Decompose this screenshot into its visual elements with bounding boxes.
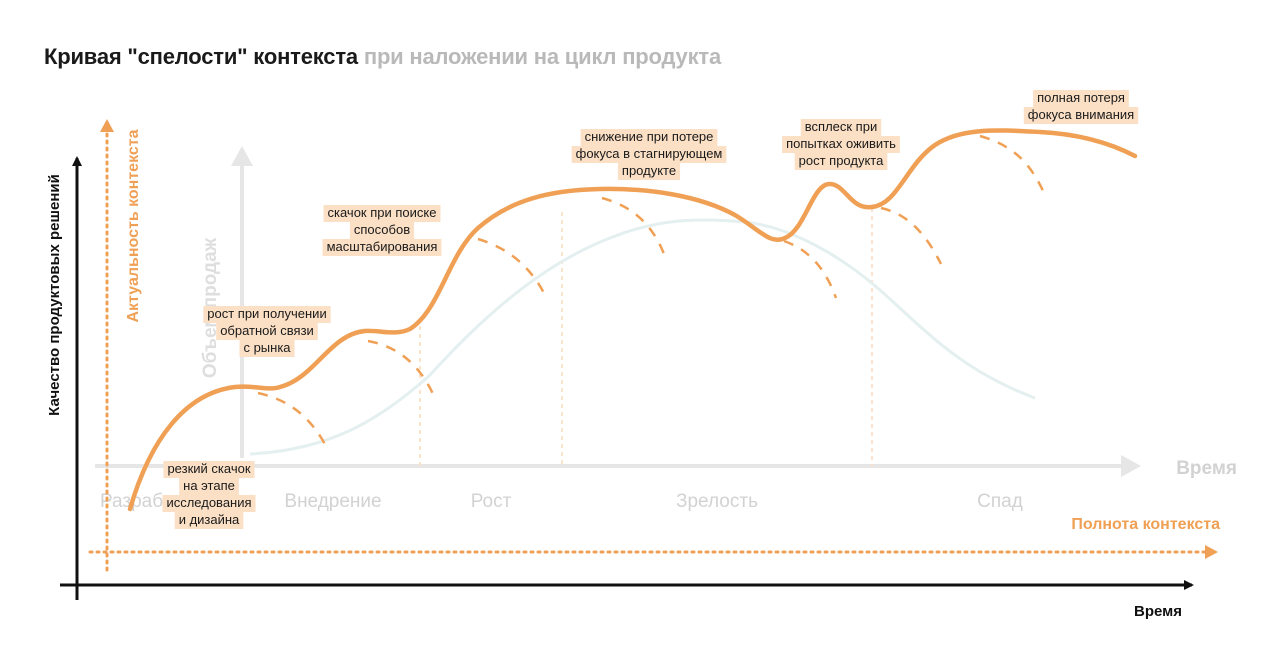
callout-line: всплеск при (805, 119, 877, 134)
main-axes (60, 156, 1194, 600)
context-completeness-label: Полнота контекста (1071, 516, 1220, 533)
curve-callouts: резкий скачок на этапе исследования и дизай… (162, 90, 1139, 529)
callout-line: попытках оживить (786, 136, 896, 151)
callout-line: фокуса в стагнирующем (576, 146, 723, 161)
context-relevance-label: Актуальность контекста (125, 129, 142, 322)
decay-branch (601, 196, 666, 255)
callout-line: резкий скачок (167, 461, 250, 476)
callout-line: рост при получении (207, 306, 326, 321)
lifecycle-time-label: Время (1176, 458, 1237, 479)
callout-line: скачок при поиске (328, 205, 437, 220)
callout-highlight (163, 461, 255, 478)
callout-highlight (174, 512, 244, 529)
callout-revive: всплеск при попытках оживить рост продукта (782, 119, 900, 170)
callout-line: на этапе (183, 478, 235, 493)
callout-highlight (794, 153, 888, 170)
callout-stagnation: снижение при потере фокуса в стагнирующем… (571, 129, 727, 180)
phase-separators (419, 208, 873, 466)
callout-highlight (571, 146, 727, 163)
decay-branch (477, 237, 547, 296)
decay-branch (880, 206, 943, 265)
callout-highlight (216, 323, 318, 340)
callout-line: масштабирования (327, 239, 438, 254)
callout-highlight (782, 136, 900, 153)
callout-line: рост продукта (799, 153, 884, 168)
callout-line: снижение при потере (585, 129, 714, 144)
callout-highlight (349, 222, 415, 239)
callout-highlight (1023, 107, 1139, 124)
callout-line: исследования (166, 495, 251, 510)
decay-branches (257, 134, 1046, 451)
phase-growth: Рост (471, 491, 512, 512)
decay-branch (979, 134, 1046, 194)
callout-line: продукте (622, 163, 676, 178)
product-lifecycle-axes (95, 146, 1141, 477)
callout-highlight (800, 119, 882, 136)
callout-line: полная потеря (1037, 90, 1125, 105)
callout-highlight (617, 163, 681, 180)
context-maturity-curve (127, 128, 1138, 512)
callout-highlight (322, 239, 442, 256)
callout-highlight (1033, 90, 1129, 107)
phase-introduction: Внедрение (284, 491, 381, 512)
phase-maturity: Зрелость (676, 491, 758, 512)
sales-volume-curve (249, 218, 1036, 456)
callout-feedback: рост при получении обратной связи с рынка (203, 306, 331, 357)
phase-decline: Спад (977, 491, 1023, 512)
decay-branch (783, 239, 838, 299)
callout-line: и дизайна (179, 512, 240, 527)
title-secondary: при наложении на цикл продукта (363, 44, 721, 69)
page-title: Кривая "спелости" контекста при наложени… (44, 44, 721, 70)
callout-research: резкий скачок на этапе исследования и дизай… (162, 461, 256, 529)
context-axes (88, 119, 1218, 572)
callout-highlight (162, 495, 256, 512)
decision-quality-label: Качество продуктовых решений (46, 174, 63, 416)
time-label: Время (1134, 603, 1182, 620)
callout-line: с рынка (243, 340, 291, 355)
callout-lost-focus: полная потеря фокуса внимания (1023, 90, 1139, 124)
callout-highlight (580, 129, 718, 146)
callout-scaling: скачок при поиске способов масштабирования (322, 205, 442, 256)
callout-highlight (239, 340, 295, 357)
callout-highlight (203, 306, 331, 323)
callout-line: способов (354, 222, 410, 237)
title-main: Кривая "спелости" контекста (44, 44, 358, 69)
callout-highlight (179, 478, 239, 495)
callout-highlight (323, 205, 441, 222)
callout-line: обратной связи (220, 323, 314, 338)
decay-branch (257, 391, 330, 451)
decay-branch (367, 339, 436, 397)
callout-line: фокуса внимания (1028, 107, 1134, 122)
